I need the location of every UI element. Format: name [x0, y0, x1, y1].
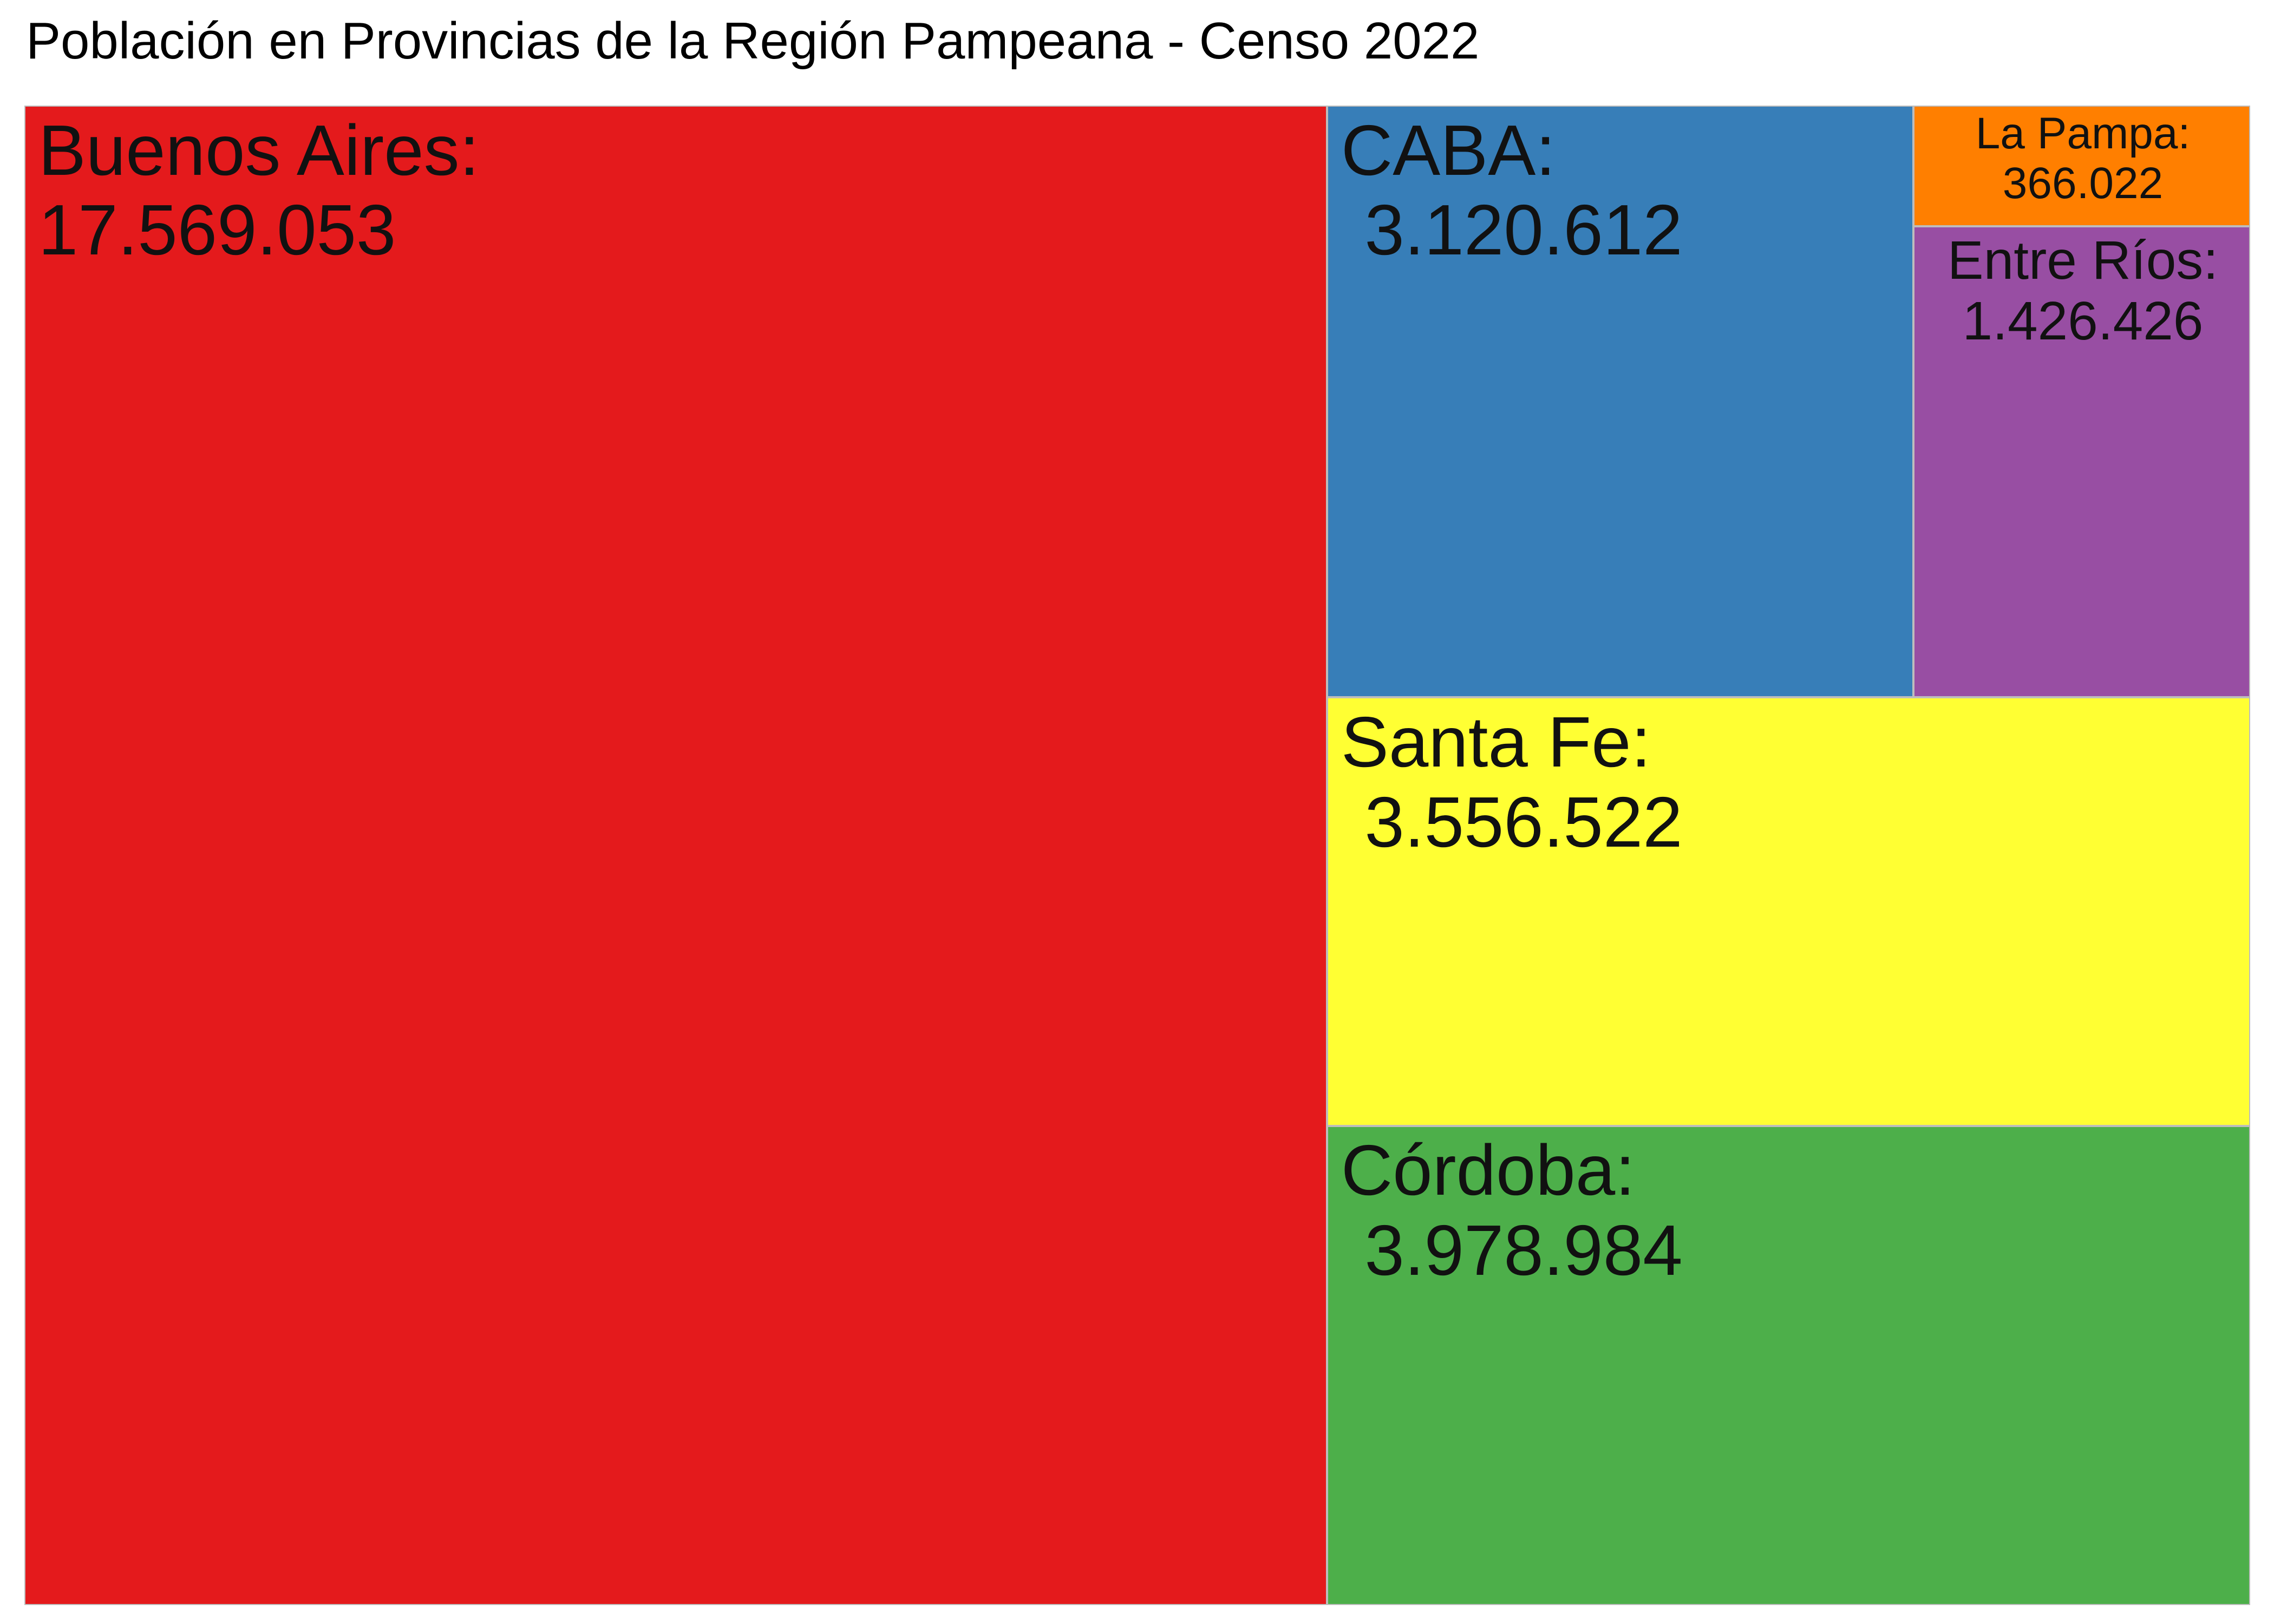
- tile-value: 366.022: [2002, 158, 2164, 208]
- tile-name: Entre Ríos:: [1947, 230, 2219, 291]
- tile-name: Buenos Aires:: [38, 110, 480, 190]
- tile-label: La Pampa: 366.022: [1914, 109, 2249, 208]
- tile-value: 3.978.984: [1364, 1210, 1683, 1291]
- chart-title: Población en Provincias de la Región Pam…: [26, 12, 1480, 70]
- treemap-tile: Entre Ríos: 1.426.426: [1913, 226, 2250, 698]
- tile-name: Santa Fe:: [1341, 702, 1651, 782]
- tile-label: Buenos Aires: 17.569.053: [38, 110, 480, 271]
- treemap-tile: Córdoba: 3.978.984: [1327, 1125, 2250, 1605]
- tile-value: 3.120.612: [1364, 190, 1683, 270]
- treemap-tile: CABA: 3.120.612: [1327, 106, 1913, 698]
- tile-value: 17.569.053: [38, 190, 396, 270]
- tile-label: Entre Ríos: 1.426.426: [1914, 230, 2249, 352]
- tile-value: 3.556.522: [1364, 782, 1683, 862]
- tile-name: La Pampa:: [1975, 109, 2191, 159]
- treemap-tile: Buenos Aires: 17.569.053: [24, 106, 1328, 1605]
- tile-name: Córdoba:: [1341, 1130, 1635, 1210]
- treemap-tile: Santa Fe: 3.556.522: [1327, 697, 2250, 1126]
- treemap: Buenos Aires: 17.569.053 CABA: 3.120.612 La …: [24, 106, 2250, 1605]
- tile-label: CABA: 3.120.612: [1341, 110, 1683, 271]
- tile-name: CABA:: [1341, 110, 1556, 190]
- treemap-tile: La Pampa: 366.022: [1913, 106, 2250, 227]
- tile-value: 1.426.426: [1962, 291, 2204, 352]
- tile-label: Santa Fe: 3.556.522: [1341, 702, 1683, 862]
- tile-label: Córdoba: 3.978.984: [1341, 1130, 1683, 1291]
